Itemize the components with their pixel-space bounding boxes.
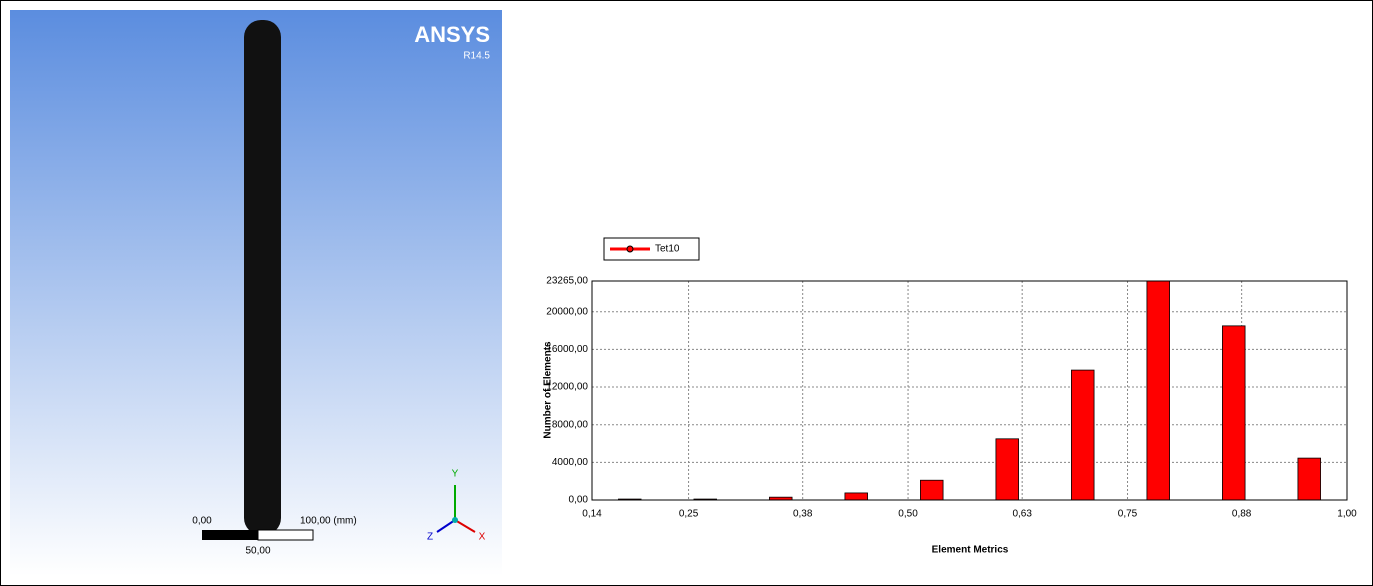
bar — [1298, 458, 1321, 500]
x-tick-label: 1,00 — [1337, 509, 1357, 520]
scale-bar — [258, 530, 313, 540]
x-tick-label: 0,38 — [793, 509, 813, 520]
triad-label: Y — [452, 469, 459, 480]
triad-label: X — [479, 532, 486, 543]
bar — [996, 439, 1019, 500]
x-axis-label: Element Metrics — [932, 545, 1009, 556]
bar — [1222, 326, 1245, 500]
x-tick-label: 0,75 — [1118, 509, 1138, 520]
x-tick-label: 0,25 — [679, 509, 699, 520]
bar — [845, 493, 868, 500]
y-tick-label: 12000,00 — [546, 382, 588, 393]
legend-label: Tet10 — [655, 244, 680, 255]
x-tick-label: 0,50 — [898, 509, 918, 520]
y-tick-label: 4000,00 — [552, 457, 589, 468]
bar — [920, 480, 943, 500]
legend-marker — [627, 246, 633, 252]
y-tick-label: 16000,00 — [546, 344, 588, 355]
x-tick-label: 0,14 — [582, 509, 602, 520]
x-tick-label: 0,63 — [1012, 509, 1032, 520]
y-tick-label: 8000,00 — [552, 419, 589, 430]
scale-bar — [202, 530, 258, 540]
version: R14.5 — [463, 51, 490, 62]
bar — [1147, 281, 1170, 500]
bar — [1071, 370, 1094, 500]
brand: ANSYS — [414, 22, 490, 47]
screenshot: ANSYS R14.5 0,00 100,00 (mm) 50,00 Y Z X… — [0, 0, 1373, 586]
y-tick-label: 20000,00 — [546, 306, 588, 317]
scale-label: 0,00 — [192, 516, 212, 527]
scale-label: 50,00 — [245, 546, 270, 557]
scale-label: 100,00 (mm) — [300, 516, 357, 527]
model — [244, 20, 281, 535]
y-tick-label: 0,00 — [569, 495, 589, 506]
y-tick-label: 23265,00 — [546, 276, 588, 287]
x-tick-label: 0,88 — [1232, 509, 1252, 520]
triad-label: Z — [427, 532, 433, 543]
